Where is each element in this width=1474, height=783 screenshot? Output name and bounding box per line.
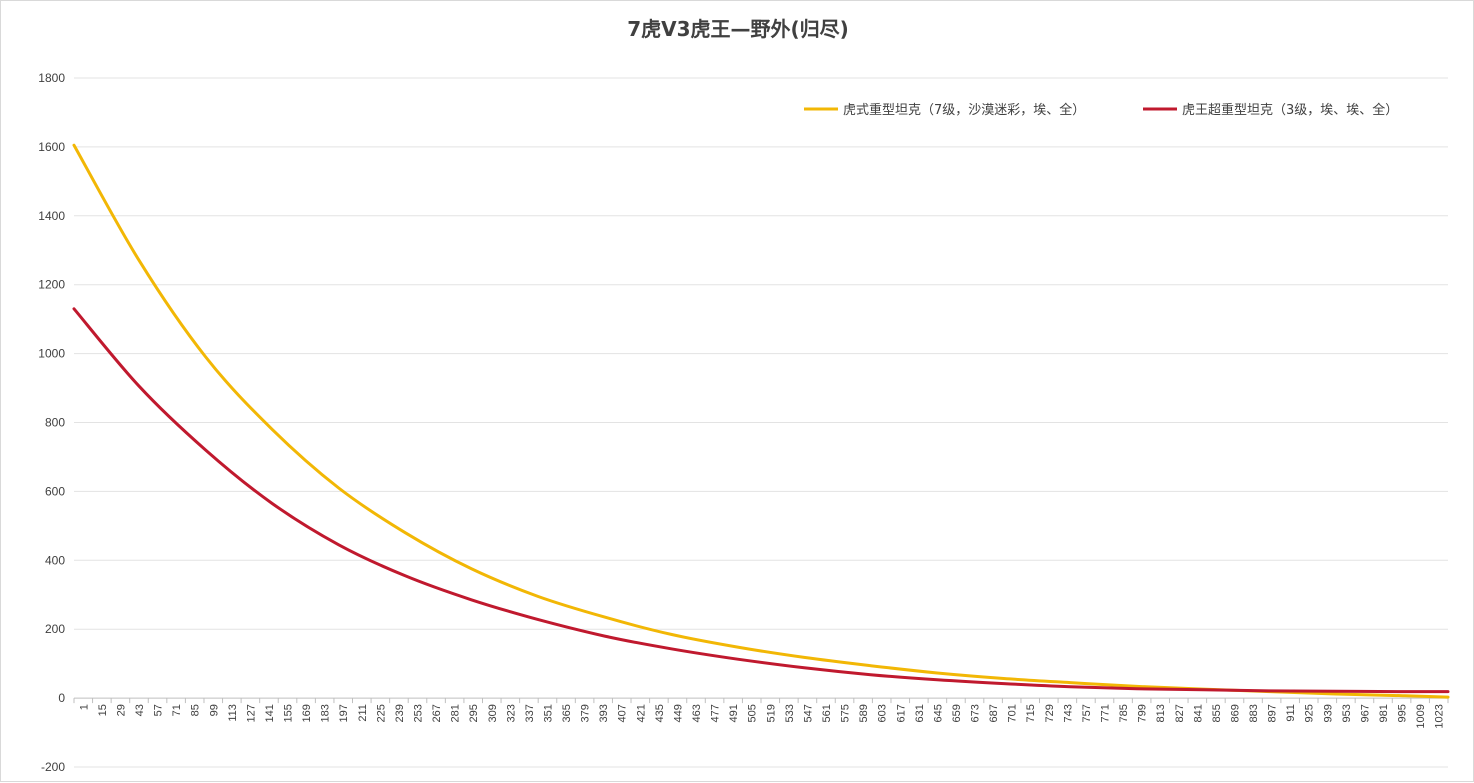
y-axis-ticks: -200 0 200 400 600 800 1000 1200 1400 1600 1800 xyxy=(38,71,65,774)
y-tick-label: 800 xyxy=(45,416,65,430)
x-tick-label: 1009 xyxy=(1415,704,1427,728)
x-tick-label: 533 xyxy=(784,704,796,722)
x-tick-label: 351 xyxy=(542,704,554,722)
x-tick-label: 113 xyxy=(227,704,239,722)
x-tick-label: 939 xyxy=(1322,704,1334,722)
x-tick-label: 925 xyxy=(1304,704,1316,722)
x-tick-label: 687 xyxy=(988,704,1000,722)
x-tick-label: 393 xyxy=(598,704,610,722)
x-tick-label: 855 xyxy=(1211,704,1223,722)
x-tick-label: 239 xyxy=(394,704,406,722)
x-tick-label: 953 xyxy=(1341,704,1353,722)
x-tick-label: 435 xyxy=(654,704,666,722)
x-axis: 1 15 29 43 57 71 85 99 113 127 141 155 169 183 197 211 2… xyxy=(73,697,1449,729)
x-tick-label: 841 xyxy=(1192,704,1204,722)
x-tick-label: 155 xyxy=(283,704,295,722)
x-tick-label: 183 xyxy=(320,704,332,722)
series-line-tiger xyxy=(72,143,1450,699)
x-tick-label: 589 xyxy=(858,704,870,722)
x-tick-label: 337 xyxy=(524,704,536,722)
x-tick-label: 883 xyxy=(1248,704,1260,722)
x-tick-label: 701 xyxy=(1007,704,1019,722)
x-tick-label: 477 xyxy=(710,704,722,722)
x-tick-label: 771 xyxy=(1100,704,1112,722)
x-tick-label: 561 xyxy=(821,704,833,722)
x-tick-label: 981 xyxy=(1378,704,1390,722)
y-tick-label: 1600 xyxy=(38,140,65,154)
x-tick-label: 253 xyxy=(413,704,425,722)
y-tick-label: 1800 xyxy=(38,71,65,85)
x-tick-label: 421 xyxy=(635,704,647,722)
x-tick-label: 169 xyxy=(301,704,313,722)
x-tick-label: 281 xyxy=(450,704,462,722)
x-tick-label: 645 xyxy=(932,704,944,722)
x-tick-label: 365 xyxy=(561,704,573,722)
y-tick-label: 1200 xyxy=(38,278,65,292)
y-tick-label: 1000 xyxy=(38,347,65,361)
x-tick-label: 799 xyxy=(1137,704,1149,722)
series-lines xyxy=(72,143,1450,699)
chart-title: 7虎V3虎王—野外(归尽) xyxy=(627,17,849,41)
x-tick-label: 547 xyxy=(802,704,814,722)
x-tick-label: 995 xyxy=(1397,704,1409,722)
gridlines xyxy=(74,77,1448,768)
x-tick-label: 897 xyxy=(1267,704,1279,722)
x-tick-label: 85 xyxy=(190,704,202,716)
legend-label-king-tiger[interactable]: 虎王超重型坦克（3级，埃、埃、全） xyxy=(1182,102,1398,118)
legend-label-tiger[interactable]: 虎式重型坦克（7级，沙漠迷彩，埃、全） xyxy=(843,102,1085,118)
x-tick-label: 267 xyxy=(431,704,443,722)
x-tick-label: 491 xyxy=(728,704,740,722)
x-tick-label: 603 xyxy=(877,704,889,722)
x-tick-label: 659 xyxy=(951,704,963,722)
x-tick-label: 197 xyxy=(338,704,350,722)
x-tick-label: 1 xyxy=(78,704,90,710)
x-tick-label: 57 xyxy=(153,704,165,716)
x-tick-label: 379 xyxy=(580,704,592,722)
x-tick-label: 575 xyxy=(840,704,852,722)
x-tick-label: 869 xyxy=(1229,704,1241,722)
x-tick-label: 127 xyxy=(245,704,257,722)
x-tick-label: 463 xyxy=(691,704,703,722)
x-tick-label: 729 xyxy=(1044,704,1056,722)
x-tick-label: 323 xyxy=(505,704,517,722)
y-tick-label: 0 xyxy=(58,691,65,705)
series-line-king-tiger xyxy=(72,307,1450,694)
y-tick-label: 600 xyxy=(45,484,65,498)
x-tick-label: 29 xyxy=(115,704,127,716)
x-tick-label: 43 xyxy=(134,704,146,716)
legend[interactable]: 虎式重型坦克（7级，沙漠迷彩，埃、全） 虎王超重型坦克（3级，埃、埃、全） xyxy=(804,102,1398,118)
x-tick-label: 519 xyxy=(765,704,777,722)
x-tick-label: 673 xyxy=(970,704,982,722)
x-tick-label: 15 xyxy=(97,704,109,716)
x-tick-label: 967 xyxy=(1359,704,1371,722)
x-tick-label: 617 xyxy=(895,704,907,722)
x-tick-label: 743 xyxy=(1062,704,1074,722)
x-tick-label: 407 xyxy=(617,704,629,722)
x-tick-label: 211 xyxy=(357,704,369,722)
x-tick-label: 827 xyxy=(1174,704,1186,722)
y-tick-label: 400 xyxy=(45,553,65,567)
x-tick-label: 295 xyxy=(468,704,480,722)
x-tick-label: 141 xyxy=(264,704,276,722)
x-tick-label: 715 xyxy=(1025,704,1037,722)
x-tick-label: 309 xyxy=(487,704,499,722)
x-tick-label: 225 xyxy=(375,704,387,722)
x-tick-label: 1023 xyxy=(1434,704,1446,728)
x-tick-label: 505 xyxy=(747,704,759,722)
x-tick-label: 99 xyxy=(208,704,220,716)
x-tick-label: 449 xyxy=(672,704,684,722)
y-tick-label: -200 xyxy=(41,760,65,774)
x-tick-label: 785 xyxy=(1118,704,1130,722)
x-tick-label: 813 xyxy=(1155,704,1167,722)
x-tick-label: 71 xyxy=(171,704,183,716)
x-tick-label: 911 xyxy=(1285,704,1297,722)
x-tick-label: 631 xyxy=(914,704,926,722)
y-tick-label: 1400 xyxy=(38,209,65,223)
x-tick-label: 757 xyxy=(1081,704,1093,722)
y-tick-label: 200 xyxy=(45,622,65,636)
